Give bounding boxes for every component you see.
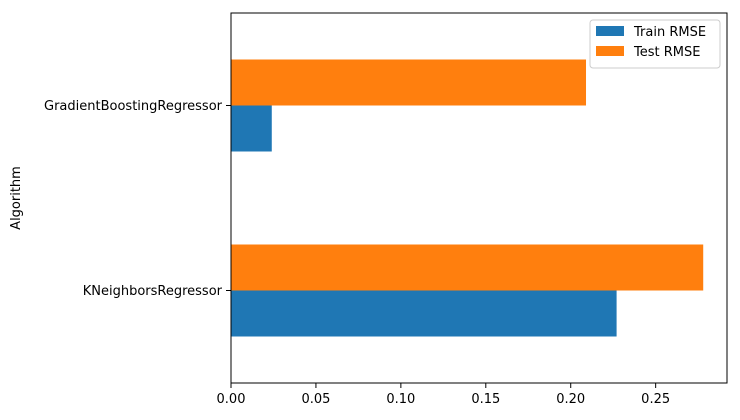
x-tick-label: 0.25: [641, 392, 670, 407]
y-tick-label: KNeighborsRegressor: [83, 284, 223, 299]
y-tick-label: GradientBoostingRegressor: [44, 99, 223, 114]
x-axis: 0.00 0.05 0.10 0.15 0.20 0.25: [217, 383, 670, 407]
legend: Train RMSE Test RMSE: [589, 19, 721, 69]
bar-train-rmse-kneighborsregressor: [231, 290, 617, 337]
bar-test-rmse-kneighborsregressor: [231, 244, 704, 291]
legend-label-train: Train RMSE: [633, 25, 706, 40]
y-axis: KNeighborsRegressor GradientBoostingRegre…: [44, 99, 231, 299]
legend-swatch-train: [596, 26, 624, 36]
x-tick-label: 0.20: [556, 392, 585, 407]
bar-test-rmse-gradientboostingregressor: [231, 59, 587, 106]
x-tick-label: 0.05: [301, 392, 330, 407]
x-tick-label: 0.00: [217, 392, 246, 407]
bar-train-rmse-gradientboostingregressor: [231, 105, 272, 152]
bars-group: [231, 59, 704, 337]
y-axis-label: Algorithm: [9, 166, 24, 230]
x-tick-label: 0.10: [386, 392, 415, 407]
plot-frame: [230, 12, 728, 384]
legend-swatch-test: [596, 46, 624, 56]
x-tick-label: 0.15: [471, 392, 500, 407]
legend-label-test: Test RMSE: [633, 45, 700, 60]
